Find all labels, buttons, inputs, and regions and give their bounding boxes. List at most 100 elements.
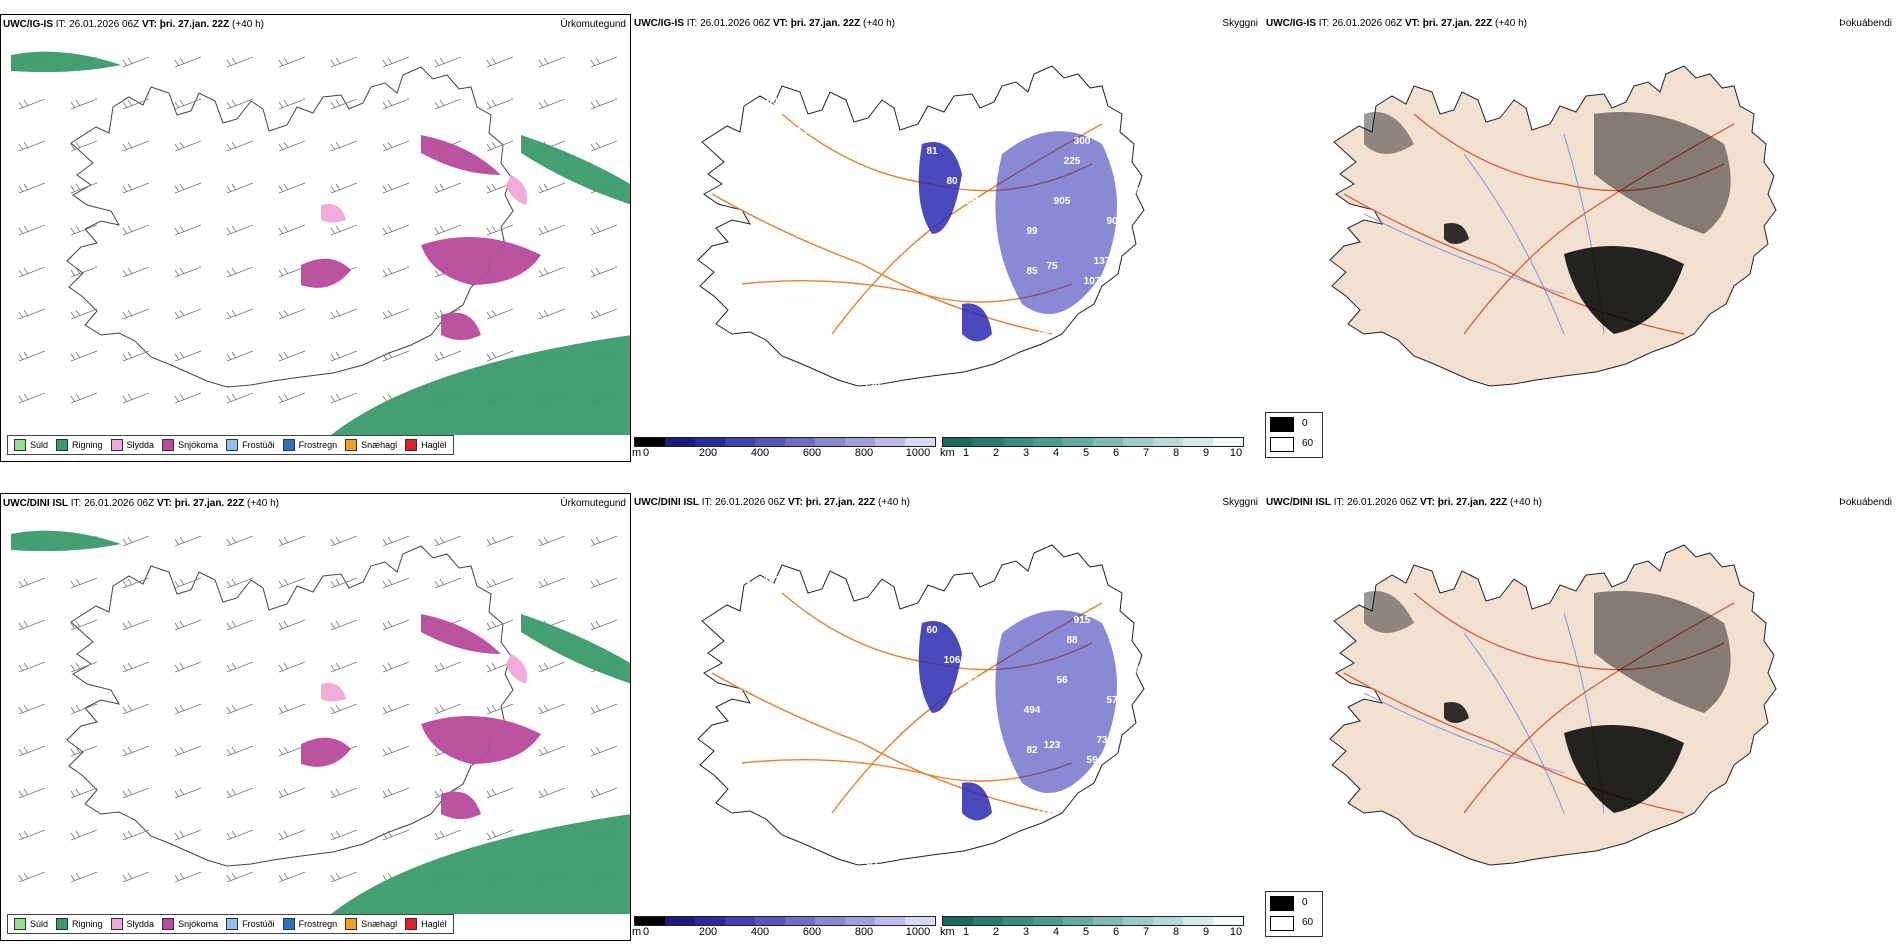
wind-barb xyxy=(174,619,202,631)
wind-barb xyxy=(226,703,254,715)
precip-legend-label: Haglél xyxy=(421,919,447,929)
cloud-title-2: Skyggni xyxy=(1222,497,1258,508)
wind-barb xyxy=(538,98,566,110)
fog-legend-white-box xyxy=(1270,437,1294,452)
iceland-outline xyxy=(66,545,514,867)
wind-barb xyxy=(122,224,150,236)
wind-barb xyxy=(278,182,306,194)
wind-barb xyxy=(278,787,306,799)
visibility-tick: 8 xyxy=(1172,926,1180,938)
cloud-base-label: 59 xyxy=(1086,755,1098,766)
wind-barb xyxy=(486,56,514,68)
wind-barb xyxy=(382,745,410,757)
visibility-tick: 1 xyxy=(962,926,970,938)
precip-legend-item: Snjókoma xyxy=(162,918,218,930)
precip-area-snow xyxy=(421,614,501,654)
wind-barb xyxy=(590,98,618,110)
visibility-tick: 6 xyxy=(1112,926,1120,938)
wind-barb xyxy=(122,577,150,589)
visibility-unit-1: km xyxy=(940,447,955,459)
wind-barb xyxy=(70,619,98,631)
wind-barb xyxy=(278,745,306,757)
wind-barb xyxy=(174,577,202,589)
precip-legend-label: Súld xyxy=(30,919,49,929)
wind-barb xyxy=(70,787,98,799)
cloud-base-label: 157 xyxy=(1094,595,1111,606)
wind-barb xyxy=(382,577,410,589)
precip-area-snow xyxy=(421,716,541,764)
wind-barb xyxy=(382,703,410,715)
cloud-base-label: 225 xyxy=(1064,156,1081,167)
wind-barb xyxy=(330,392,358,404)
ceiling-tick: 400 xyxy=(750,447,770,459)
fog-area xyxy=(1564,725,1684,813)
fog-legend-low: 60 xyxy=(1302,917,1314,928)
wind-barb xyxy=(486,829,514,841)
river-line xyxy=(1363,692,1565,774)
precip-legend-label: Slydda xyxy=(126,440,155,450)
precip-legend-swatch xyxy=(14,439,26,451)
wind-barb xyxy=(226,787,254,799)
wind-barb xyxy=(590,308,618,320)
visibility-tick: 10 xyxy=(1229,447,1243,459)
wind-barb xyxy=(382,619,410,631)
ceiling-bar-2 xyxy=(634,916,936,926)
wind-barb xyxy=(122,745,150,757)
ceiling-tick: 600 xyxy=(802,926,822,938)
wind-barb xyxy=(174,661,202,673)
wind-barb xyxy=(382,98,410,110)
precip-legend-label: Slydda xyxy=(126,919,155,929)
wind-barb xyxy=(18,661,46,673)
visibility-bar-segment xyxy=(1033,438,1063,446)
wind-barb xyxy=(330,56,358,68)
wind-barb xyxy=(278,577,306,589)
precip-legend-item: Haglél xyxy=(405,918,447,930)
ceiling-unit-1: m xyxy=(632,447,642,459)
precip-legend-label: Snæhagl xyxy=(361,440,398,450)
wind-barb xyxy=(486,98,514,110)
wind-barb xyxy=(330,577,358,589)
precip-legend-item: Snæhagl xyxy=(345,918,397,930)
wind-barb xyxy=(330,98,358,110)
fog-area xyxy=(1444,702,1469,723)
ceiling-bar-segment xyxy=(665,917,695,925)
cloud-base-label: 13 xyxy=(796,126,808,137)
wind-barb xyxy=(122,140,150,152)
cloud-base-label: 51 xyxy=(856,371,868,382)
wind-barb xyxy=(434,577,462,589)
wind-barb xyxy=(486,703,514,715)
ceiling-colorbar-2: m 0 200 400 600 800 1000 xyxy=(632,916,936,940)
wind-barb xyxy=(70,350,98,362)
wind-barb xyxy=(590,703,618,715)
precip-legend-item: Súld xyxy=(14,918,48,930)
cloud-base-label: 80 xyxy=(946,176,958,187)
wind-barb xyxy=(330,182,358,194)
wind-barb xyxy=(330,619,358,631)
wind-barb xyxy=(226,392,254,404)
wind-barb xyxy=(330,661,358,673)
precip-legend-item: Rigning xyxy=(56,439,103,451)
ceiling-bar-segment xyxy=(695,917,725,925)
cloud-base-label: 310 xyxy=(954,236,971,247)
wind-barb xyxy=(538,182,566,194)
wind-barb xyxy=(486,787,514,799)
cloud-base-label: 97 xyxy=(1116,156,1128,167)
wind-barb xyxy=(382,140,410,152)
wind-barb xyxy=(278,703,306,715)
cloud-base-label: 92 xyxy=(866,860,878,871)
wind-barb xyxy=(538,787,566,799)
wind-barb xyxy=(590,787,618,799)
cloud-base-label: 57 xyxy=(1106,695,1118,706)
precip-area-rain xyxy=(11,530,121,552)
wind-barb xyxy=(330,829,358,841)
wind-barb xyxy=(70,266,98,278)
fog-area xyxy=(1364,591,1414,633)
wind-barb xyxy=(174,308,202,320)
wind-barb xyxy=(174,224,202,236)
wind-barb xyxy=(330,224,358,236)
precip-area-sleet xyxy=(321,683,346,702)
wind-barb xyxy=(278,224,306,236)
cloud-ceiling-area xyxy=(995,131,1117,314)
cloud-base-label: 98 xyxy=(986,241,998,252)
